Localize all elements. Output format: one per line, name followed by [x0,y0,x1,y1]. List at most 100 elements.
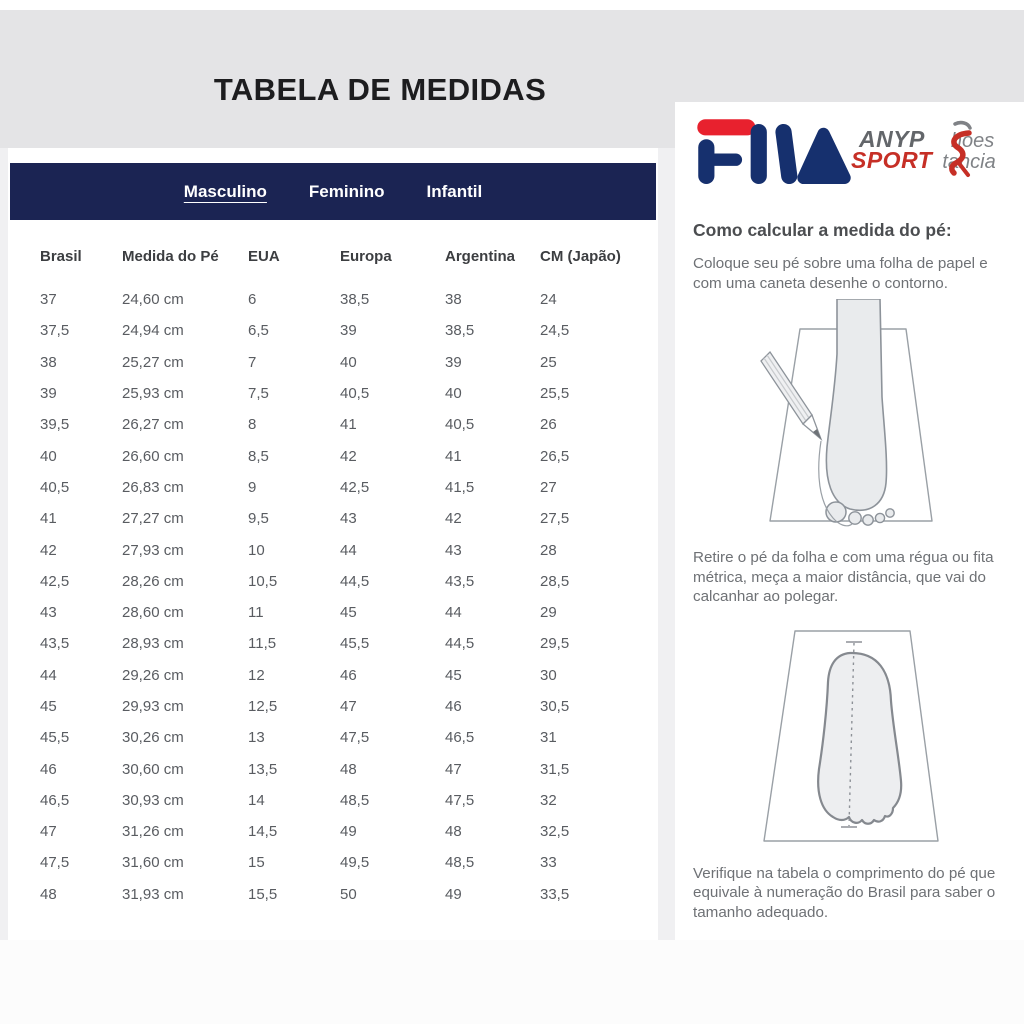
size-cell: 31,26 cm [122,823,184,841]
size-cell: 42 [445,510,462,528]
size-cell: 13,5 [248,760,278,778]
size-cell: 6 [248,291,257,309]
size-cell: 25,5 [540,385,570,403]
size-cell: 26,27 cm [122,416,184,434]
size-cell: 24,60 cm [122,291,184,309]
size-cell: 33 [540,854,557,872]
size-cell: 44 [40,666,57,684]
guide-step-2: Retire o pé da folha e com uma régua ou … [693,549,994,605]
size-cell: 24,5 [540,322,570,340]
foot-outline-measure-illustration [762,629,939,842]
size-cell: 12,5 [248,698,278,715]
size-cell: 15 [248,854,265,872]
size-cell: 49,5 [340,854,370,872]
size-cell: 28 [540,541,557,559]
size-cell: 14 [248,791,265,809]
table-row: 39 25,93 cm 7,5 40,5 40 25,5 [40,378,650,409]
size-cell: 28,60 cm [122,604,184,622]
store-logo-bottom-line: SPORT tancia [851,149,996,173]
store-logo-tancia-text: tancia [942,151,996,173]
size-cell: 26,5 [540,447,570,465]
size-cell: 29,93 cm [122,698,184,715]
size-cell: 43 [340,510,357,528]
size-cell: 38 [40,353,57,371]
size-cell: 44,5 [445,635,475,653]
size-cell: 31,5 [540,760,570,778]
table-row: 37 24,60 cm 6 38,5 38 24 [40,284,650,315]
size-cell: 8,5 [248,447,269,465]
tab-infantil[interactable]: Infantil [426,181,483,201]
size-cell: 39 [40,385,57,403]
size-cell: 48,5 [340,791,370,809]
table-row: 43 28,60 cm 11 45 44 29 [40,597,650,628]
size-cell: 24,94 cm [122,322,184,340]
table-row: 40 26,60 cm 8,5 42 41 26,5 [40,440,650,471]
fila-logo-icon [697,119,851,185]
size-cell: 30,60 cm [122,760,184,778]
runner-figure-icon [949,120,972,177]
table-row: 46,5 30,93 cm 14 48,5 47,5 32 [40,785,650,816]
size-cell: 28,5 [540,572,570,590]
tab-feminino[interactable]: Feminino [308,181,385,201]
foot-outline [816,651,902,825]
table-row: 37,5 24,94 cm 6,5 39 38,5 24,5 [40,315,650,346]
page-title: TABELA DE MEDIDAS [213,72,547,107]
size-cell: 40,5 [40,478,70,496]
table-row: 39,5 26,27 cm 8 41 40,5 26 [40,409,650,440]
brand-logo-row: ANYP hoes SPORT tancia [693,110,1010,198]
size-cell: 47,5 [445,791,475,809]
size-cell: 44 [445,604,462,622]
pencil-icon [759,350,822,442]
size-cell: 44 [340,541,357,559]
table-row: 40,5 26,83 cm 9 42,5 41,5 27 [40,472,650,503]
table-row: 45,5 30,26 cm 13 47,5 46,5 31 [40,722,650,753]
size-cell: 26,83 cm [122,478,184,496]
size-chart-card: Masculino Feminino Infantil Brasil Medida d… [8,148,658,940]
size-cell: 42,5 [340,478,370,496]
size-cell: 47 [445,760,462,778]
size-cell: 47 [340,698,357,715]
size-cell: 45 [340,604,357,622]
size-cell: 29,26 cm [122,666,184,684]
table-row: 38 25,27 cm 7 40 39 25 [40,347,650,378]
table-row: 42 27,93 cm 10 44 43 28 [40,534,650,565]
size-cell: 43,5 [445,572,475,590]
size-cell: 33,5 [540,885,570,903]
size-cell: 30,26 cm [122,729,184,747]
size-cell: 40 [445,385,462,403]
gender-tabbar: Masculino Feminino Infantil [10,163,656,220]
size-cell: 46 [445,698,462,715]
size-cell: 30 [540,666,557,684]
size-cell: 50 [340,885,357,903]
size-cell: 47,5 [340,729,370,747]
table-row: 42,5 28,26 cm 10,5 44,5 43,5 28,5 [40,566,650,597]
column-header: Brasil [40,247,82,265]
size-cell: 11,5 [248,635,277,653]
measurement-line [840,640,862,828]
size-cell: 11 [248,604,264,622]
size-cell: 24 [540,291,557,309]
size-cell: 42 [340,447,357,465]
guide-step-3: Verifique na tabela o comprimento do pé … [693,864,996,921]
size-cell: 42,5 [40,572,70,590]
size-cell: 39,5 [40,416,70,434]
column-header: Medida do Pé [122,247,219,265]
traced-contour [817,440,852,527]
size-cell: 10 [248,541,265,559]
size-cell: 27,93 cm [122,541,184,559]
size-cell: 12 [248,666,265,684]
size-cell: 14,5 [248,823,278,841]
size-cell: 25,27 cm [122,353,184,371]
size-cell: 45,5 [40,729,70,747]
size-cell: 28,93 cm [122,635,184,653]
size-cell: 45 [445,666,462,684]
size-cell: 38,5 [340,291,370,309]
size-cell: 25,93 cm [122,385,184,403]
size-cell: 40 [340,353,357,371]
size-cell: 40 [40,447,57,465]
size-cell: 9,5 [248,510,269,528]
size-cell: 46 [340,666,357,684]
size-cell: 30,93 cm [122,791,184,809]
tab-masculino[interactable]: Masculino [183,181,267,201]
size-cell: 40,5 [340,385,370,403]
